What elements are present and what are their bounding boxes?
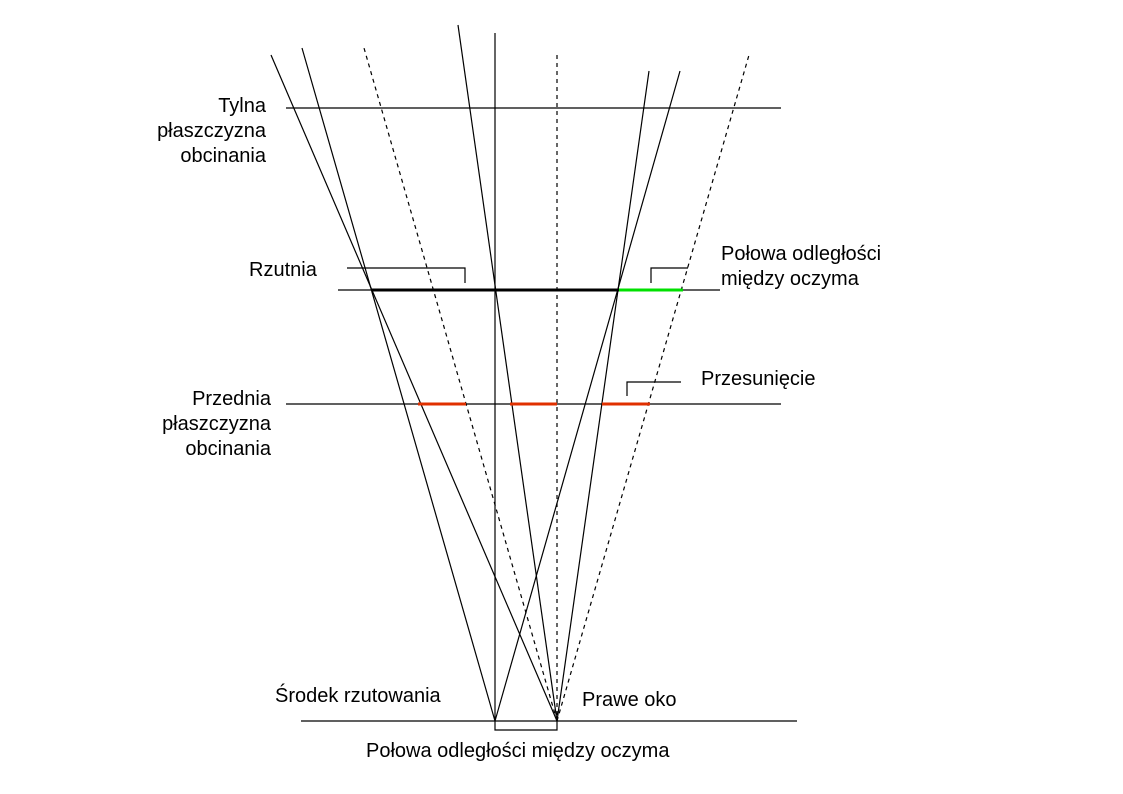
back-clipping-plane-label: Tylna płaszczyzna obcinania [157,95,266,167]
right-eye-shifted-left-edge [363,47,558,722]
right-eye-shifted-right-edge [556,54,750,722]
half-eye-distance-bracket [494,721,558,731]
projection-plane-label: Rzutnia [249,259,317,281]
half-eye-distance-label: Połowa odległości między oczyma [721,243,882,290]
right-eye-center-ray [457,24,558,722]
right-eye-frustum-right-edge [556,70,650,722]
center-frustum-left-edge [301,47,496,722]
shift-label: Przesunięcie [701,368,816,390]
center-of-projection-label: Środek rzutowania [275,685,441,707]
front-clipping-plane-label: Przednia płaszczyzna obcinania [162,388,271,460]
half-eye-distance-leader [650,267,688,283]
right-eye-label: Prawe oko [582,689,677,711]
projection-plane-leader [347,267,466,283]
center-frustum-right-edge [494,70,681,722]
shift-leader [626,381,681,396]
half-eye-distance-bottom-label: Połowa odległości między oczyma [366,740,670,762]
right-eye-frustum-left-edge [270,54,558,722]
